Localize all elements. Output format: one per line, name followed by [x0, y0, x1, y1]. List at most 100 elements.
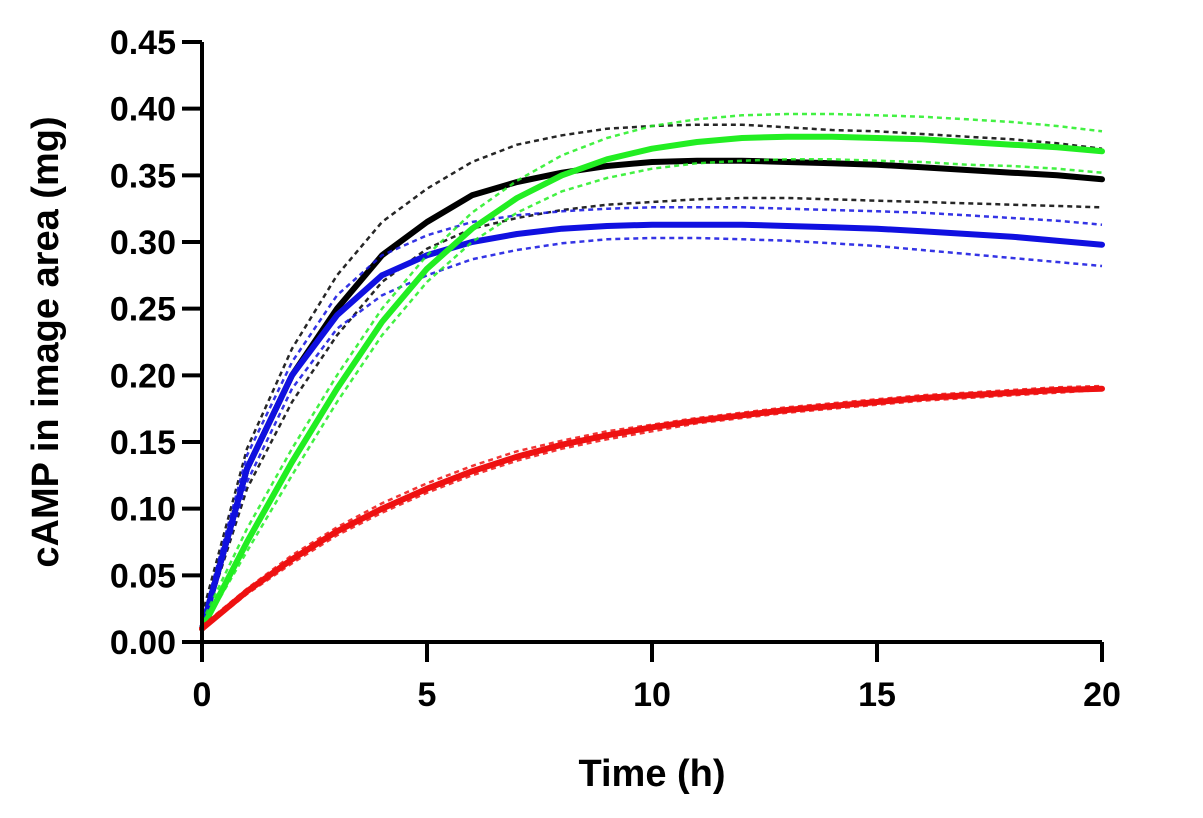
series-4-point: [739, 412, 745, 418]
series-4-point: [964, 392, 970, 398]
series-2-point: [829, 224, 835, 230]
series-1-point: [694, 158, 700, 164]
series-3-point: [694, 139, 700, 145]
series-3-point: [244, 539, 250, 545]
series-4-point: [1099, 386, 1105, 392]
series-2-point: [289, 372, 295, 378]
series-4-point: [514, 454, 520, 460]
series-3-point: [424, 266, 430, 272]
y-tick-label: 0.45: [110, 24, 176, 62]
series-3: [199, 112, 1105, 632]
series-4-point: [469, 468, 475, 474]
series-4-point: [694, 418, 700, 424]
series-2-point: [739, 222, 745, 228]
series-3-point: [874, 135, 880, 141]
y-tick-label: 0.20: [110, 357, 176, 395]
series-2-upper-bound: [200, 206, 1103, 623]
series-1-point: [919, 164, 925, 170]
series-1-point: [604, 163, 610, 169]
series-2-point: [874, 226, 880, 232]
series-3-point: [1099, 148, 1105, 154]
series-4-point: [649, 424, 655, 430]
series-1-point: [469, 192, 475, 198]
series-1-point: [1054, 172, 1060, 178]
series-1-point: [874, 162, 880, 168]
series-1-point: [424, 219, 430, 225]
series-1-point: [964, 167, 970, 173]
x-ticks: 0 5 10 15 20: [193, 642, 1121, 714]
series-3-point: [739, 135, 745, 141]
series-2-point: [559, 226, 565, 232]
x-tick-label: 5: [418, 676, 437, 714]
y-tick-label: 0.10: [110, 491, 176, 529]
series-3-point: [1054, 144, 1060, 150]
y-tick-label: 0.35: [110, 157, 176, 195]
series-2-point: [334, 312, 340, 318]
series-1-point: [649, 159, 655, 165]
series-4-point: [829, 403, 835, 409]
series-4-point: [919, 395, 925, 401]
y-tick-label: 0.30: [110, 224, 176, 262]
series-3-point: [559, 172, 565, 178]
series-3-point: [784, 134, 790, 140]
series-4: [199, 384, 1105, 632]
series-2-point: [379, 272, 385, 278]
series-3-point: [1009, 142, 1015, 148]
series-1-point: [334, 306, 340, 312]
series-4-point: [559, 442, 565, 448]
series-1-point: [784, 159, 790, 165]
series-3-point: [289, 459, 295, 465]
y-axis-title: cAMP in image area (mg): [25, 116, 67, 567]
series-3-point: [469, 226, 475, 232]
series-2-point: [604, 223, 610, 229]
series-2-point: [1009, 234, 1015, 240]
series-4-point: [244, 588, 250, 594]
series-4-point: [604, 432, 610, 438]
series-1-point: [1009, 170, 1015, 176]
series-4-point: [424, 486, 430, 492]
series-4-point: [1009, 390, 1015, 396]
series-4-point: [289, 556, 295, 562]
series-3-point: [604, 156, 610, 162]
series-3-lower-bound: [200, 158, 1103, 630]
series-2-point: [244, 466, 250, 472]
series-4-point: [1054, 387, 1060, 393]
series-2-point: [919, 228, 925, 234]
series-1-lower-bound: [200, 196, 1103, 630]
series-1: [199, 123, 1105, 632]
series-2-point: [964, 231, 970, 237]
series-2: [199, 206, 1105, 632]
series-2-point: [784, 223, 790, 229]
x-tick-label: 0: [193, 676, 212, 714]
series-4-point: [784, 407, 790, 413]
series-1-point: [1099, 176, 1105, 182]
series-4-upper-bound: [201, 384, 1103, 627]
series-3-point: [649, 146, 655, 152]
series-4-lower-bound: [201, 388, 1103, 631]
series-3-point: [919, 136, 925, 142]
y-ticks: 0.00 0.05 0.10 0.15 0.20 0.25 0.30 0.35 0.40 0.45: [110, 24, 202, 662]
series-3-point: [829, 134, 835, 140]
series-1-upper-bound: [200, 123, 1103, 616]
series-2-point: [1099, 242, 1105, 248]
series-3-point: [379, 319, 385, 325]
y-tick-label: 0.40: [110, 91, 176, 129]
series-4-point: [334, 528, 340, 534]
series-2-point: [649, 222, 655, 228]
series-layer: [199, 112, 1105, 632]
y-tick-label: 0.05: [110, 557, 176, 595]
x-axis-title: Time (h): [578, 753, 725, 795]
x-tick-label: 20: [1083, 676, 1121, 714]
y-tick-label: 0.25: [110, 291, 176, 329]
series-3-point: [514, 195, 520, 201]
series-3-point: [964, 139, 970, 145]
series-2-point: [514, 231, 520, 237]
series-3-point: [334, 386, 340, 392]
axes-layer: [200, 42, 1102, 644]
x-tick-label: 15: [858, 676, 896, 714]
x-tick-label: 10: [633, 676, 671, 714]
series-4-point: [379, 506, 385, 512]
series-3-upper-bound: [200, 112, 1103, 623]
series-4-point: [874, 399, 880, 405]
series-3-mean-line: [199, 133, 1105, 632]
